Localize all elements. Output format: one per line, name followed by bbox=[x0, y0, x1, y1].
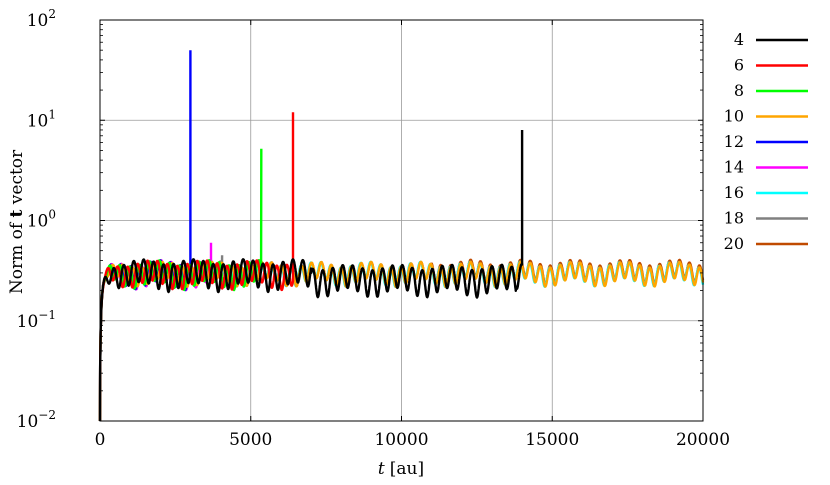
y-tick-label: 101 bbox=[27, 107, 56, 131]
x-tick-label: 15000 bbox=[525, 430, 579, 450]
y-axis-ticks: 10−2 10−1 100 101 102 bbox=[17, 7, 703, 432]
y-axis-label-bold: t bbox=[7, 209, 27, 217]
series-layer bbox=[98, 50, 705, 422]
series-line-4 bbox=[98, 130, 524, 422]
x-tick-label: 0 bbox=[95, 430, 106, 450]
x-axis-label-rest: [au] bbox=[390, 459, 424, 479]
x-tick-label: 5000 bbox=[229, 430, 272, 450]
legend-label-20: 20 bbox=[724, 234, 744, 253]
legend-label-18: 18 bbox=[724, 209, 744, 228]
grid-lines bbox=[100, 20, 703, 421]
legend-label-8: 8 bbox=[734, 81, 744, 100]
x-axis-label-italic: t bbox=[378, 459, 385, 479]
x-tick-label: 20000 bbox=[676, 430, 730, 450]
legend-label-4: 4 bbox=[734, 30, 744, 49]
legend-label-10: 10 bbox=[724, 107, 744, 126]
y-tick-label: 10−1 bbox=[17, 308, 56, 332]
series-line-12 bbox=[98, 50, 192, 422]
y-axis-label-post: vector bbox=[7, 149, 27, 210]
legend-label-6: 6 bbox=[734, 56, 744, 75]
legend: 4 6 8 10 12 14 16 18 20 bbox=[724, 30, 808, 253]
x-axis-ticks: 0 5000 10000 15000 20000 bbox=[95, 20, 730, 450]
y-axis-label-pre: Norm of bbox=[7, 217, 27, 294]
x-tick-label: 10000 bbox=[374, 430, 428, 450]
y-tick-label: 102 bbox=[27, 7, 56, 31]
x-axis-label: t [au] bbox=[378, 459, 424, 479]
y-axis-label: Norm of t vector bbox=[7, 149, 27, 294]
legend-label-16: 16 bbox=[724, 183, 744, 202]
y-tick-label: 10−2 bbox=[17, 408, 56, 432]
legend-label-14: 14 bbox=[724, 158, 744, 177]
legend-label-12: 12 bbox=[724, 132, 744, 151]
y-tick-label: 100 bbox=[27, 208, 56, 232]
